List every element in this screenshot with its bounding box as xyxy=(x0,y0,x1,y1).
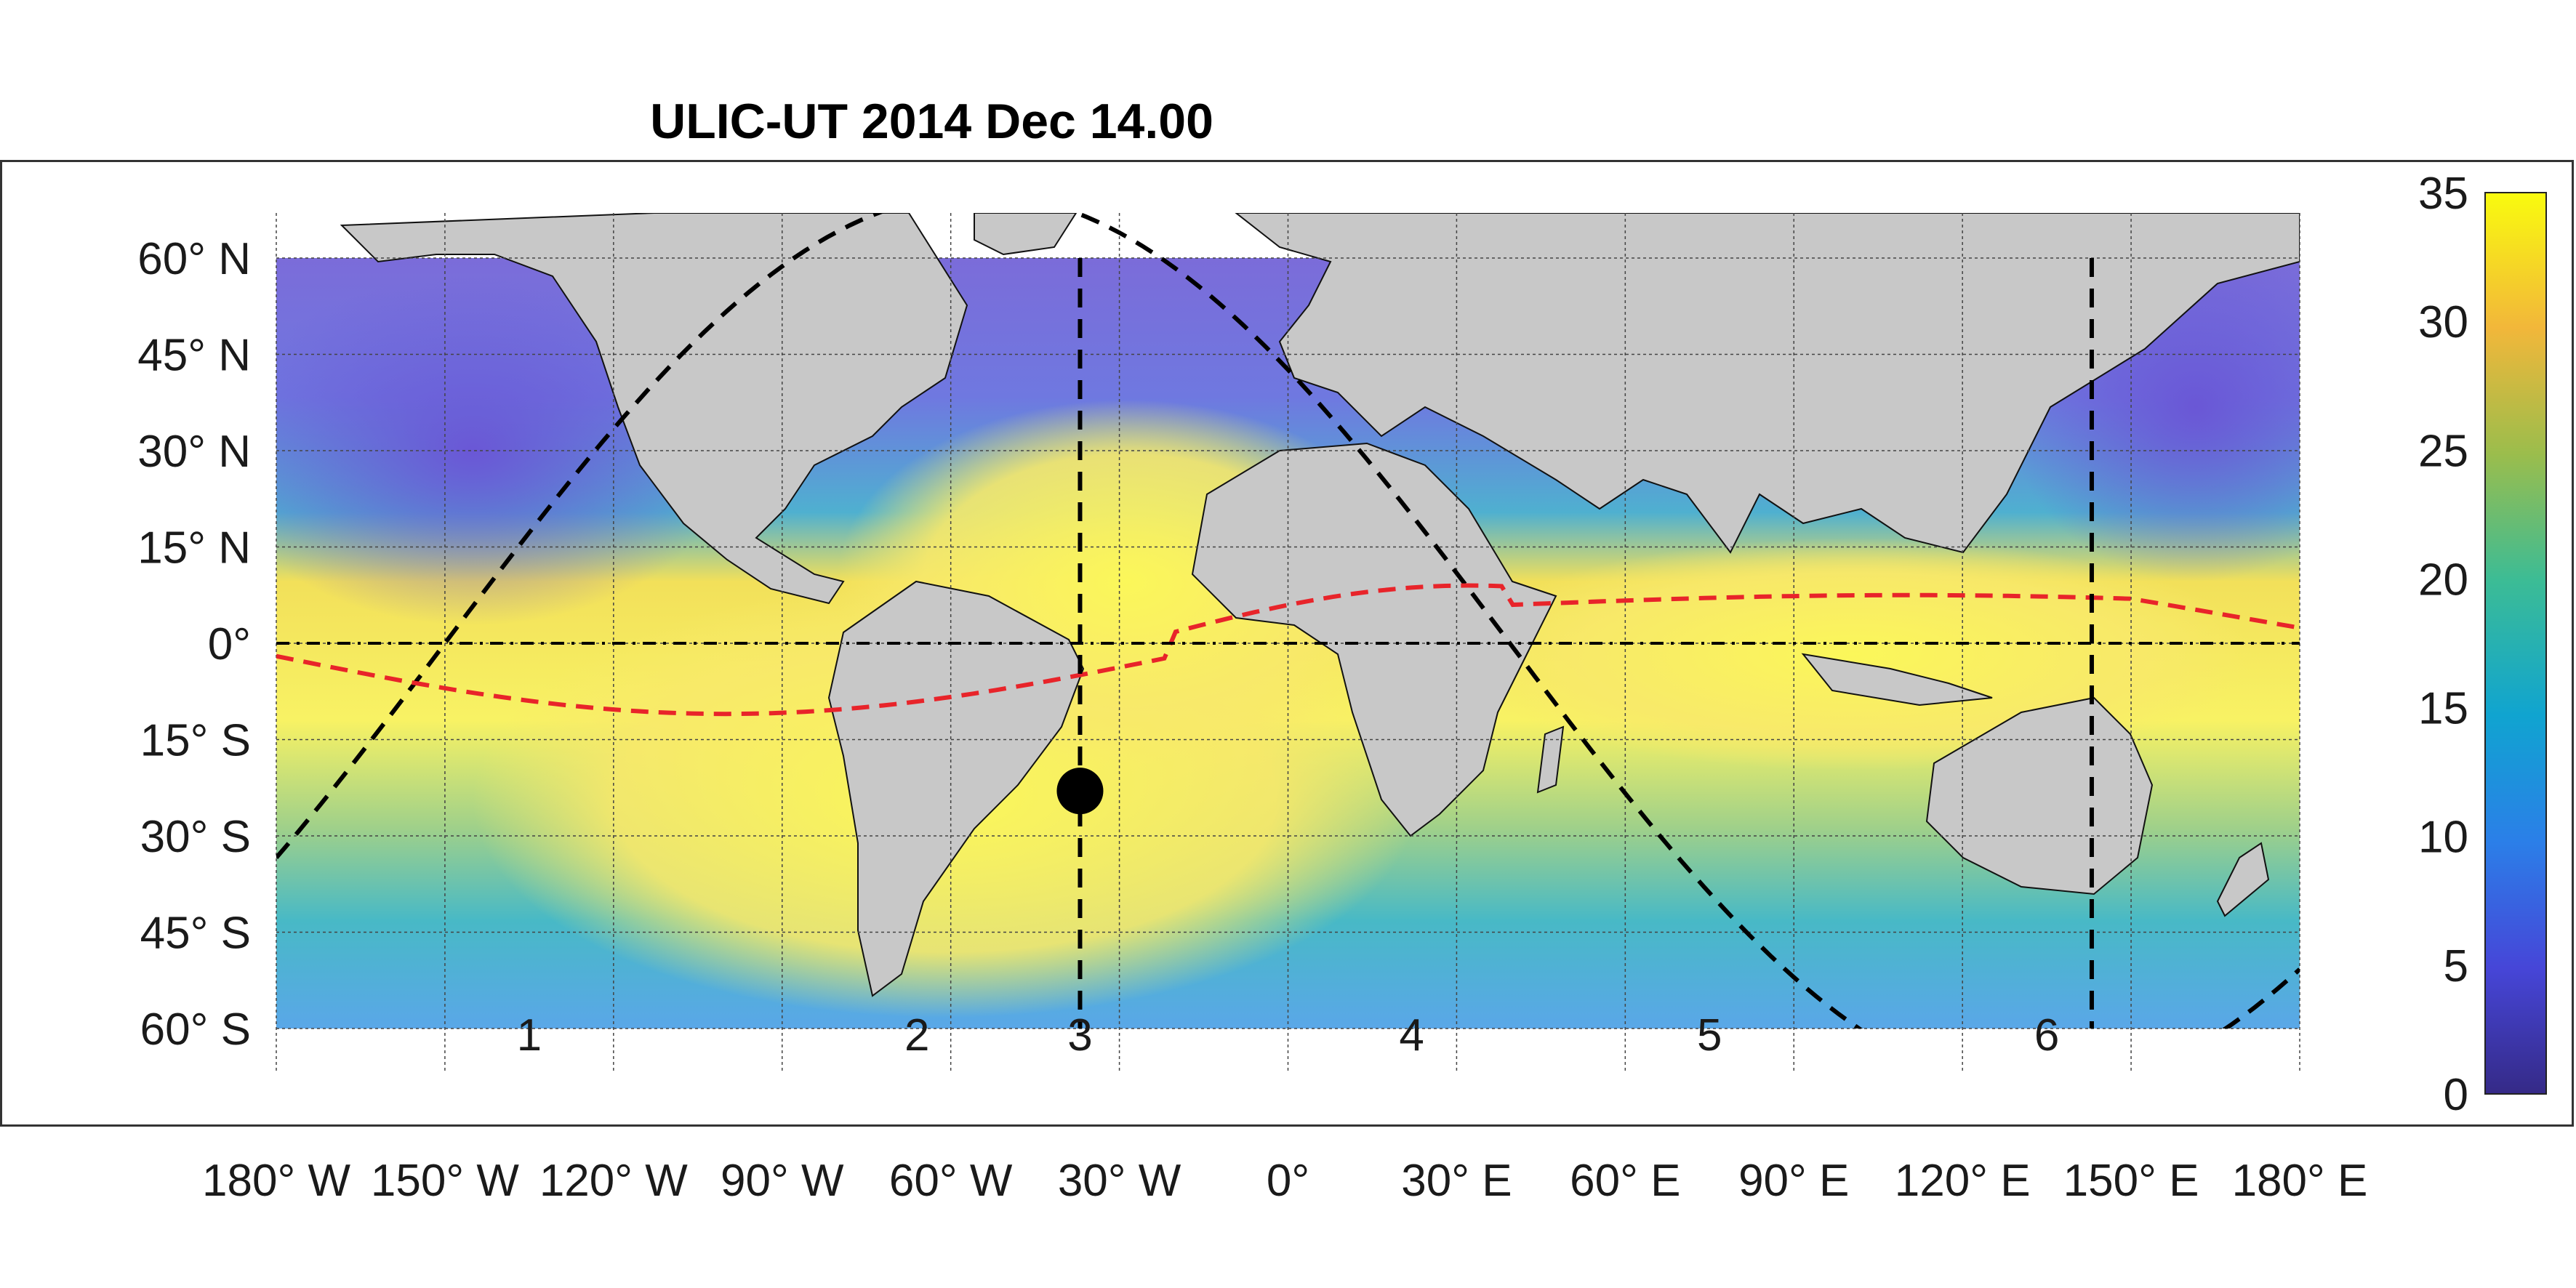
madagascar xyxy=(1536,725,1565,794)
longitude-labels: 180° W 150° W 120° W 90° W 60° W 30° W 0° 30° E… xyxy=(202,1156,2367,1206)
red-dashed-curve xyxy=(276,583,2300,717)
lon-tick-label: 90° E xyxy=(1738,1156,1849,1206)
figure-frame xyxy=(0,160,2574,1127)
lon-tick-label: 30° W xyxy=(1058,1156,1181,1206)
lat-tick-label: 60° N xyxy=(137,234,251,284)
lon-tick-label: 150° E xyxy=(2063,1156,2199,1206)
lat-tick-label: 45° S xyxy=(140,909,251,959)
overlay-curves xyxy=(276,213,2300,1029)
colorbar-tick-label: 0 xyxy=(2444,1070,2468,1120)
lon-tick-label: 90° W xyxy=(721,1156,844,1206)
colorbar-tick-label: 20 xyxy=(2418,555,2468,605)
black-dashed-curve xyxy=(276,213,2300,1029)
location-marker xyxy=(1056,768,1104,815)
lon-tick-label: 0° xyxy=(1267,1156,1309,1206)
africa xyxy=(1191,442,1557,837)
lat-tick-label: 60° S xyxy=(140,1005,251,1055)
lon-tick-label: 60° E xyxy=(1570,1156,1680,1206)
lon-tick-label: 180° W xyxy=(202,1156,350,1206)
lat-tick-label: 45° N xyxy=(137,331,251,381)
region-label: 6 xyxy=(2034,1010,2059,1060)
greenland xyxy=(974,213,1078,256)
lon-tick-label: 120° E xyxy=(1895,1156,2031,1206)
lon-tick-label: 30° E xyxy=(1401,1156,1512,1206)
colorbar-tick-label: 35 xyxy=(2418,169,2468,219)
region-label: 4 xyxy=(1399,1010,1424,1060)
lon-tick-label: 150° W xyxy=(371,1156,519,1206)
region-label: 3 xyxy=(1067,1010,1092,1060)
eurasia xyxy=(1235,213,2300,554)
lat-tick-label: 30° N xyxy=(137,427,251,477)
australia xyxy=(1925,696,2154,895)
region-label: 2 xyxy=(904,1010,929,1060)
latitude-labels: 60° N 45° N 30° N 15° N 0° 15° S 30° S 45° S 60°… xyxy=(137,234,251,1055)
region-label: 1 xyxy=(517,1010,542,1060)
colorbar-tick-label: 30 xyxy=(2418,297,2468,347)
colorbar-tick-labels: 35 30 25 20 15 10 5 0 xyxy=(2418,169,2468,1120)
colorbar-tick-label: 10 xyxy=(2418,813,2468,863)
lat-tick-label: 15° N xyxy=(137,523,251,573)
colorbar-tick-label: 5 xyxy=(2444,941,2468,991)
lat-tick-label: 30° S xyxy=(140,812,251,862)
colorbar xyxy=(2484,192,2547,1095)
colorbar-tick-label: 25 xyxy=(2418,426,2468,476)
chart-title: ULIC-UT 2014 Dec 14.00 xyxy=(650,94,1213,149)
north-america xyxy=(340,213,968,605)
new-zealand xyxy=(2216,842,2270,917)
indonesia xyxy=(1801,653,1993,707)
lat-tick-label: 15° S xyxy=(140,716,251,766)
region-labels: 1 2 3 4 5 6 xyxy=(517,1010,2060,1060)
lon-tick-label: 60° W xyxy=(889,1156,1013,1206)
region-label: 5 xyxy=(1697,1010,1722,1060)
map-grid xyxy=(276,213,2300,1072)
colorbar-tick-label: 15 xyxy=(2418,684,2468,734)
lon-tick-label: 180° E xyxy=(2232,1156,2368,1206)
lon-tick-label: 120° W xyxy=(539,1156,688,1206)
lat-tick-label: 0° xyxy=(208,619,251,669)
land-masses xyxy=(340,213,2300,997)
